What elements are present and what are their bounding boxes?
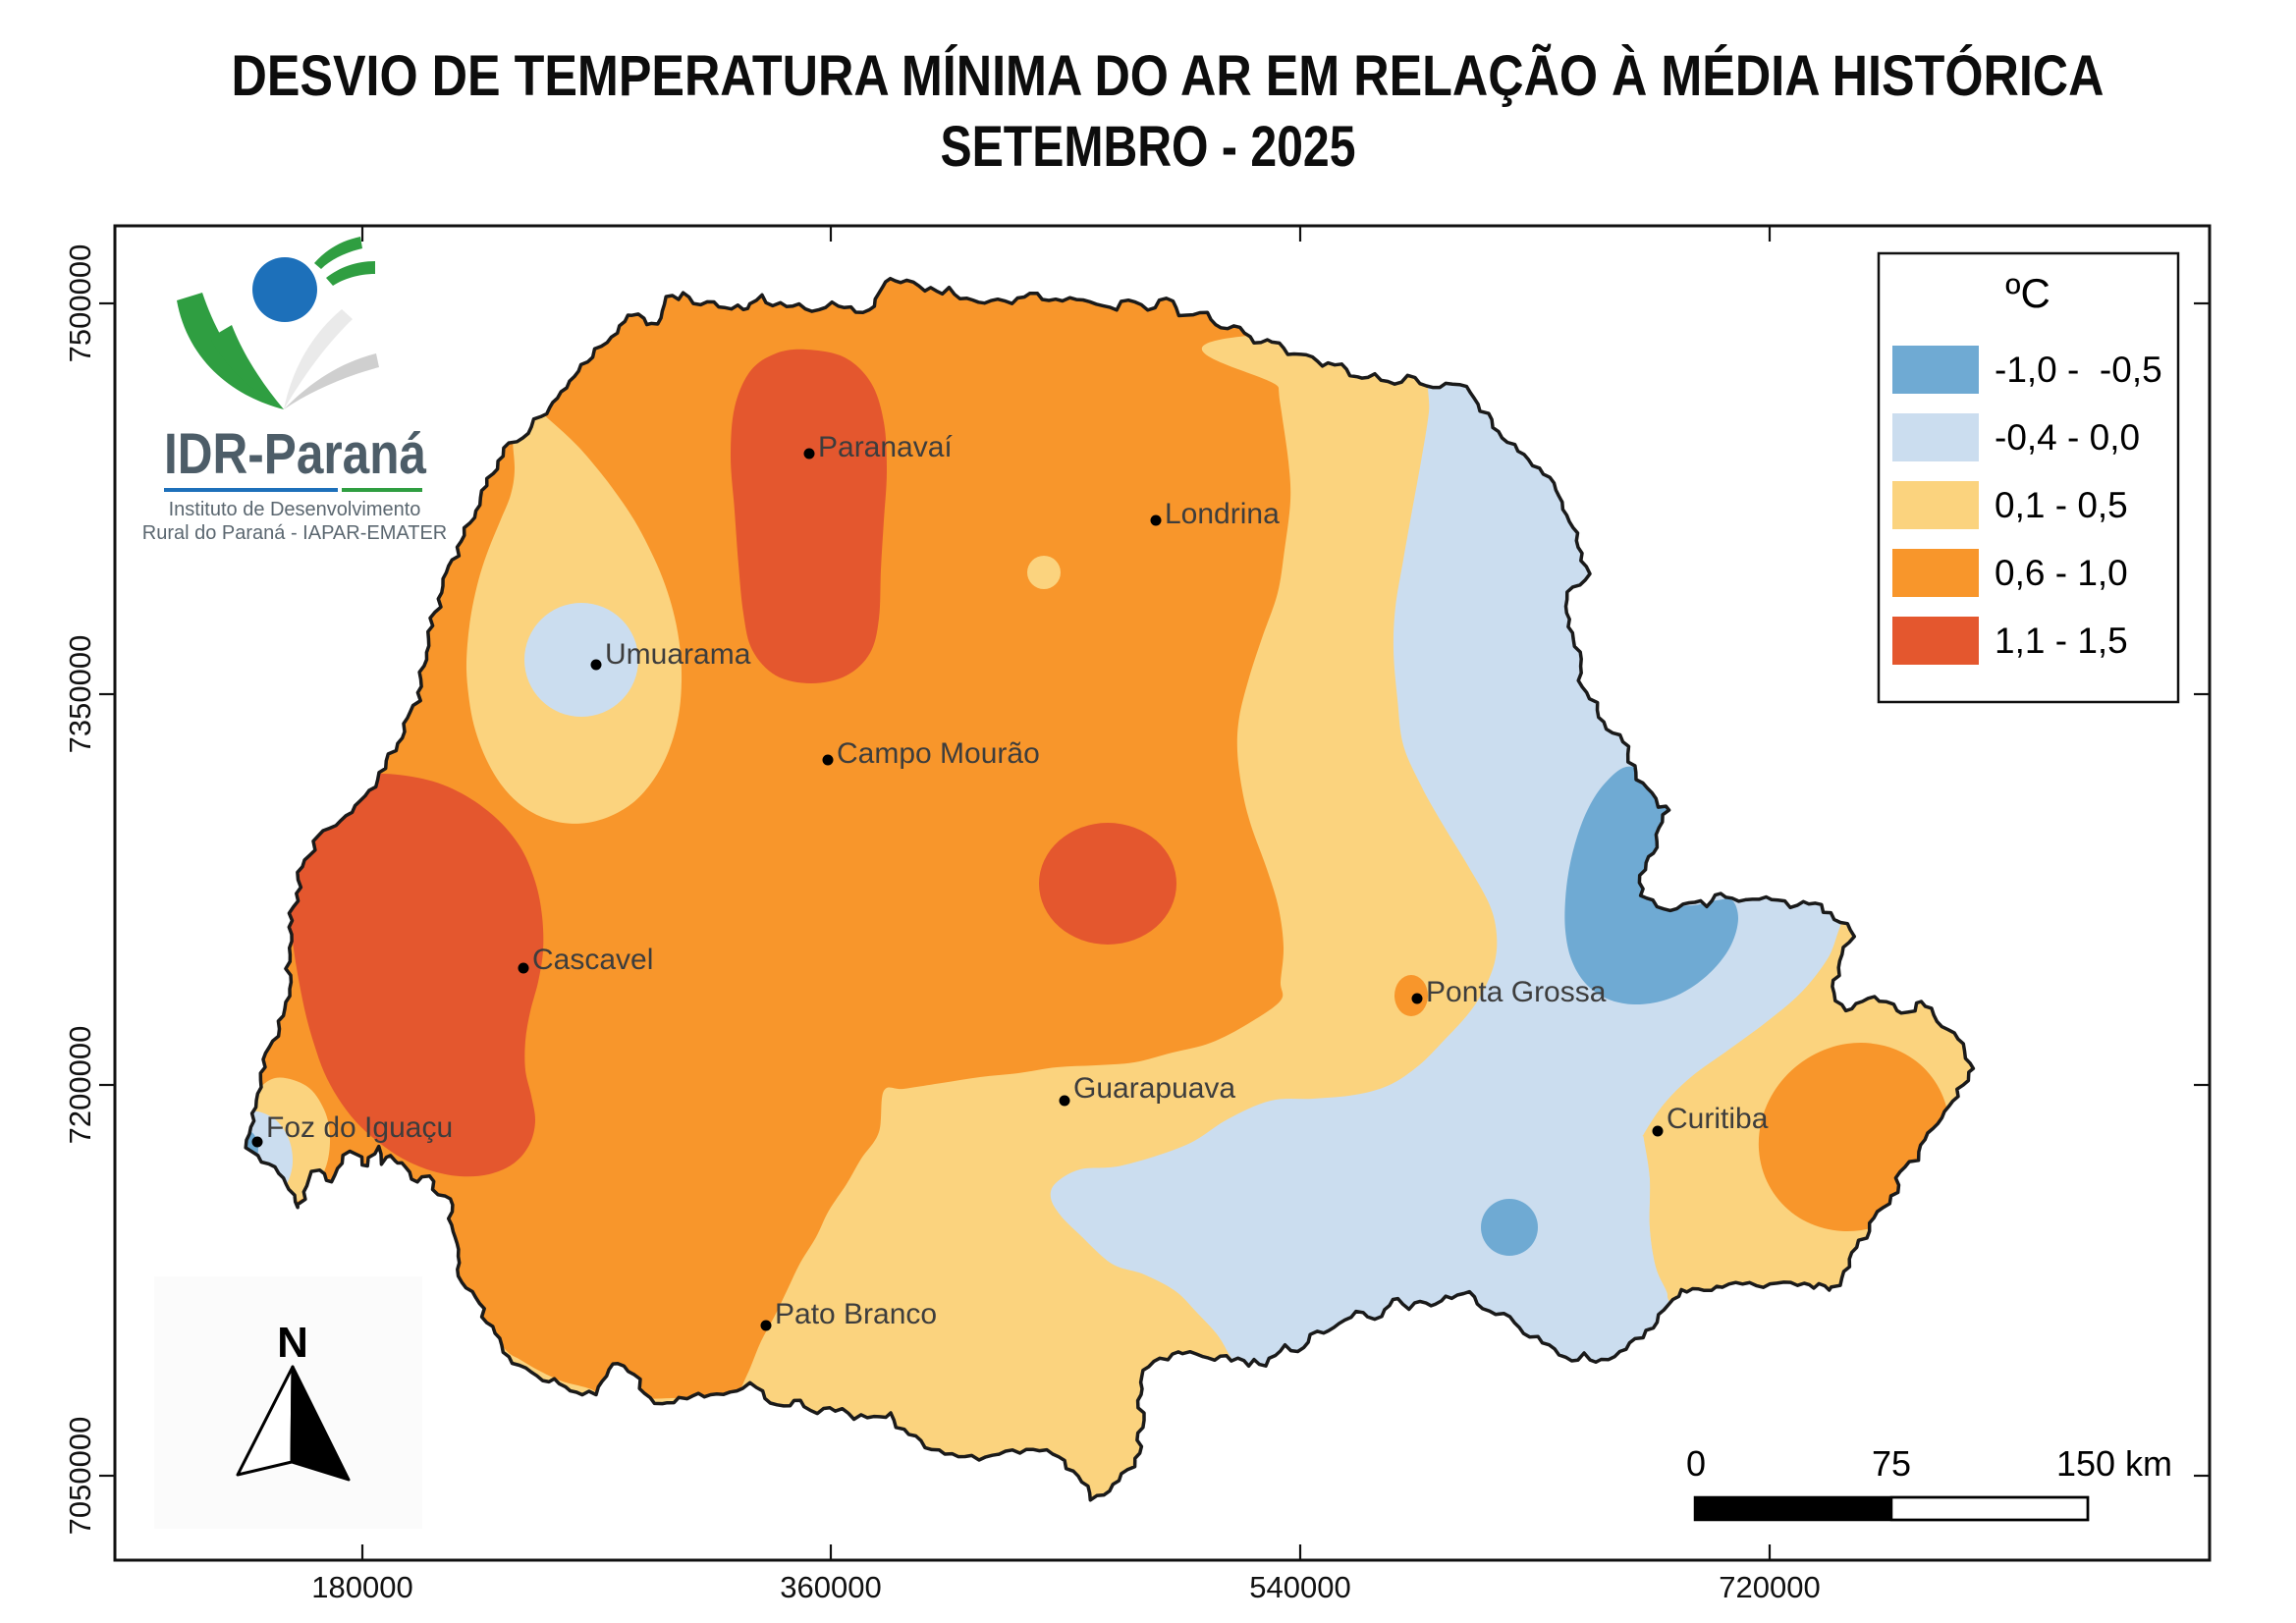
- svg-text:ºC: ºC: [2005, 270, 2050, 316]
- svg-text:Umuarama: Umuarama: [605, 638, 751, 671]
- svg-text:Cascavel: Cascavel: [532, 944, 653, 976]
- svg-text:Rural do Paraná - IAPAR-EMATER: Rural do Paraná - IAPAR-EMATER: [142, 522, 447, 544]
- svg-text:Londrina: Londrina: [1165, 498, 1280, 530]
- svg-text:150 km: 150 km: [2056, 1443, 2172, 1484]
- svg-text:Foz do Iguaçu: Foz do Iguaçu: [266, 1111, 453, 1144]
- svg-text:Pato Branco: Pato Branco: [775, 1298, 937, 1330]
- svg-text:1,1 - 1,5: 1,1 - 1,5: [1995, 621, 2128, 661]
- svg-text:0,6 - 1,0: 0,6 - 1,0: [1995, 553, 2128, 593]
- svg-text:0,1 - 0,5: 0,1 - 0,5: [1995, 485, 2128, 525]
- svg-text:7200000: 7200000: [63, 1026, 97, 1145]
- svg-text:N: N: [277, 1319, 308, 1367]
- svg-text:DESVIO DE TEMPERATURA MÍNIMA D: DESVIO DE TEMPERATURA MÍNIMA DO AR EM RE…: [232, 44, 2105, 108]
- svg-text:Paranavaí: Paranavaí: [818, 431, 953, 463]
- svg-text:7050000: 7050000: [63, 1417, 97, 1536]
- svg-text:Guarapuava: Guarapuava: [1073, 1072, 1235, 1105]
- svg-text:Ponta Grossa: Ponta Grossa: [1426, 976, 1607, 1008]
- svg-text:Instituto de Desenvolvimento: Instituto de Desenvolvimento: [169, 499, 421, 520]
- svg-text:SETEMBRO - 2025: SETEMBRO - 2025: [941, 115, 1356, 179]
- svg-text:75: 75: [1872, 1443, 1911, 1484]
- svg-text:-0,4 - 0,0: -0,4 - 0,0: [1995, 417, 2140, 458]
- svg-text:IDR-Paraná: IDR-Paraná: [164, 422, 427, 486]
- svg-text:720000: 720000: [1719, 1570, 1820, 1604]
- svg-text:Curitiba: Curitiba: [1667, 1103, 1769, 1135]
- svg-text:360000: 360000: [780, 1570, 881, 1604]
- svg-text:0: 0: [1686, 1443, 1706, 1484]
- svg-text:7500000: 7500000: [63, 244, 97, 363]
- svg-text:540000: 540000: [1249, 1570, 1350, 1604]
- svg-text:7350000: 7350000: [63, 635, 97, 754]
- svg-text:-1,0 - -0,5: -1,0 - -0,5: [1995, 350, 2162, 390]
- svg-text:180000: 180000: [311, 1570, 412, 1604]
- svg-text:Campo Mourão: Campo Mourão: [837, 737, 1040, 770]
